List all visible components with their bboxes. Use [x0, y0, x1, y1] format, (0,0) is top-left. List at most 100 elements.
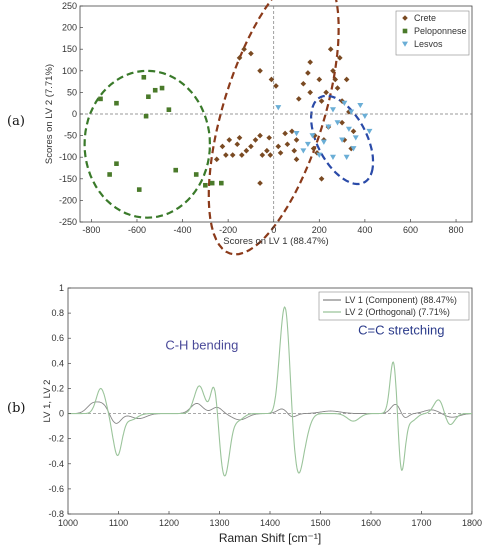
- x-tick-label: 600: [403, 225, 418, 235]
- y-tick-label: 0.6: [51, 333, 64, 343]
- point-crete: [257, 180, 263, 186]
- point-crete: [219, 143, 226, 150]
- point-lesvos: [339, 137, 346, 143]
- y-ticks: -250 -200 -150 -100 -50 0 50 100 150 200 250: [59, 1, 83, 227]
- y-tick-label: 100: [62, 66, 77, 76]
- x-tick-label: 1800: [462, 518, 482, 528]
- y-tick-label: -100: [59, 152, 77, 162]
- x-ticks: -800 -600 -400 -200 0 200 400 600 800: [82, 219, 464, 235]
- point-crete: [339, 119, 345, 126]
- point-peloponnese: [173, 167, 179, 173]
- x-tick-label: -400: [174, 225, 192, 235]
- point-lesvos: [300, 148, 307, 154]
- group-ellipses: [83, 0, 375, 256]
- ellipse-peloponnese: [83, 69, 211, 219]
- x-tick-label: 1300: [209, 518, 229, 528]
- point-lesvos: [293, 131, 300, 137]
- point-peloponnese: [193, 172, 199, 177]
- x-tick-label: 400: [357, 225, 372, 235]
- x-ticks: 1000 1100 1200 1300 1400 1500 1600 1700 1800: [58, 511, 482, 528]
- point-lesvos: [352, 135, 359, 141]
- point-crete: [248, 143, 254, 150]
- point-lesvos: [343, 154, 350, 160]
- point-lesvos: [304, 141, 311, 148]
- y-tick-label: 250: [62, 1, 77, 11]
- point-peloponnese: [209, 180, 215, 186]
- point-crete: [305, 70, 311, 76]
- y-tick-label: 0: [72, 109, 77, 119]
- loadings-plot-frame: [67, 287, 473, 515]
- series-lines: [68, 306, 472, 477]
- ellipse-crete: [207, 0, 340, 256]
- y-tick-label: 1: [59, 283, 64, 293]
- point-peloponnese: [159, 85, 165, 91]
- point-peloponnese: [143, 113, 149, 119]
- legend: LV 1 (Component) (88.47%) LV 2 (Orthogona…: [318, 291, 470, 321]
- point-crete: [307, 89, 313, 96]
- point-crete: [316, 76, 323, 83]
- point-crete: [239, 152, 245, 158]
- y-axis-label: LV 1, LV 2: [42, 380, 53, 423]
- point-crete: [241, 46, 247, 52]
- point-crete: [226, 137, 233, 143]
- point-lesvos: [325, 124, 332, 130]
- point-peloponnese: [166, 107, 172, 112]
- point-lesvos: [309, 133, 316, 139]
- point-crete: [310, 145, 317, 152]
- point-peloponnese: [107, 172, 112, 177]
- point-crete: [229, 152, 236, 158]
- point-crete: [275, 143, 282, 150]
- y-tick-label: -0.4: [48, 459, 64, 469]
- point-crete: [234, 141, 241, 148]
- point-lesvos: [329, 154, 336, 160]
- point-lesvos: [348, 109, 355, 115]
- x-tick-label: 1000: [58, 518, 78, 528]
- point-crete: [291, 147, 298, 154]
- y-tick-label: -0.6: [48, 484, 64, 494]
- point-crete: [213, 156, 220, 163]
- point-peloponnese: [114, 100, 119, 106]
- y-tick-label: 150: [62, 44, 77, 54]
- point-lesvos: [320, 139, 327, 145]
- point-lesvos: [329, 107, 336, 113]
- x-axis-label: Raman Shift [cm⁻¹]: [219, 531, 321, 545]
- point-crete: [327, 46, 334, 52]
- y-tick-label: 200: [62, 23, 77, 33]
- point-crete: [257, 68, 263, 74]
- point-peloponnese: [219, 180, 224, 186]
- point-peloponnese: [146, 94, 151, 100]
- annotation-label: C=C stretching: [358, 322, 444, 337]
- x-tick-label: 0: [271, 225, 276, 235]
- point-lesvos: [357, 102, 364, 109]
- point-crete: [341, 137, 348, 143]
- point-crete: [236, 134, 243, 141]
- loadings-plot: 1000 1100 1200 1300 1400 1500 1600 1700 1800 -0.…: [7, 283, 482, 545]
- point-crete: [243, 147, 250, 154]
- legend-entry: Lesvos: [414, 39, 443, 49]
- point-crete: [337, 55, 343, 61]
- point-crete: [252, 137, 259, 143]
- point-crete: [277, 150, 284, 156]
- point-crete: [259, 152, 266, 158]
- point-lesvos: [366, 128, 373, 135]
- point-crete: [311, 132, 318, 139]
- legend: Crete Peloponnese Lesvos: [395, 10, 470, 56]
- legend-marker-crete: [402, 15, 408, 21]
- legend-entry: Crete: [414, 13, 436, 23]
- point-crete: [293, 137, 300, 143]
- x-tick-label: 1100: [109, 518, 128, 528]
- point-lesvos: [316, 152, 323, 158]
- y-tick-label: -50: [64, 131, 77, 141]
- x-tick-label: 1500: [310, 518, 330, 528]
- panel-label-a: (a): [7, 114, 25, 129]
- x-tick-label: -800: [82, 225, 100, 235]
- y-ticks: -0.8 -0.6 -0.4 -0.2 0 0.2 0.4 0.6 0.8 1: [48, 283, 71, 519]
- y-tick-label: -0.2: [48, 434, 64, 444]
- y-tick-label: 0.2: [51, 383, 64, 393]
- y-tick-label: -200: [59, 195, 77, 205]
- x-tick-label: -200: [219, 225, 237, 235]
- x-tick-label: 800: [449, 225, 464, 235]
- point-crete: [318, 98, 325, 104]
- panel-label-b: (b): [7, 401, 25, 416]
